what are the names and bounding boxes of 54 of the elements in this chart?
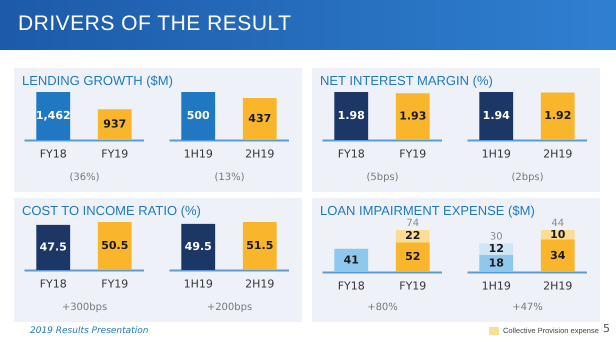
- data-label: 41: [344, 253, 359, 266]
- x-tick-label: 1H19: [184, 278, 213, 290]
- total-label: 74: [406, 218, 420, 229]
- text: (36%): [68, 172, 101, 183]
- data-label: 22: [405, 229, 420, 242]
- x-tick-label: FY18: [40, 278, 67, 290]
- text: +200bps: [206, 302, 254, 313]
- x-tick-label: 2H19: [543, 148, 572, 160]
- chart-title: LENDING GROWTH ($M): [22, 73, 173, 88]
- chart-title: NET INTEREST MARGIN (%): [320, 73, 493, 88]
- x-tick-label: 1H19: [184, 148, 213, 160]
- text: (5bps): [365, 172, 400, 183]
- data-label: 49.5: [184, 240, 212, 253]
- data-label: 1,462: [36, 109, 71, 122]
- chart-title: COST TO INCOME RATIO (%): [22, 203, 201, 218]
- data-label: 34: [550, 248, 566, 262]
- x-tick-label: FY19: [101, 278, 128, 290]
- total-label: 30: [490, 231, 503, 242]
- data-label: 12: [488, 242, 504, 256]
- x-tick-label: FY19: [399, 280, 426, 292]
- x-tick-label: FY19: [399, 148, 426, 160]
- text: (2bps): [510, 172, 545, 183]
- data-label: 52: [405, 250, 420, 264]
- data-label: 1.94: [482, 109, 510, 122]
- data-label: 18: [488, 256, 504, 270]
- x-tick-label: FY18: [338, 148, 365, 160]
- data-label: 1.93: [399, 110, 426, 123]
- x-tick-label: 1H19: [482, 280, 511, 292]
- text: 5: [603, 322, 610, 335]
- bar: [540, 240, 575, 272]
- data-label: 937: [103, 118, 126, 131]
- x-tick-label: FY18: [40, 148, 67, 160]
- data-label: 10: [550, 228, 566, 241]
- x-tick-label: FY18: [338, 280, 365, 292]
- data-label: 51.5: [246, 239, 274, 252]
- x-tick-label: 2H19: [543, 280, 572, 292]
- chart-title: LOAN IMPAIRMENT EXPENSE ($M): [320, 203, 535, 218]
- total-label: 44: [551, 218, 564, 229]
- text: (13%): [213, 172, 246, 183]
- data-label: 1.92: [544, 109, 572, 122]
- data-label: 437: [248, 112, 272, 126]
- x-tick-label: 2H19: [245, 278, 274, 290]
- x-tick-label: 2H19: [245, 148, 274, 160]
- text: 2019 Results Presentation: [30, 326, 148, 336]
- x-tick-label: 1H19: [482, 148, 511, 160]
- text: +300bps: [60, 302, 108, 313]
- x-tick-label: FY19: [101, 148, 128, 160]
- text: DRIVERS OF THE RESULT: [18, 12, 292, 36]
- data-label: 500: [186, 109, 210, 122]
- text: +80%: [366, 302, 399, 313]
- text: +47%: [511, 302, 544, 313]
- data-label: 50.5: [101, 239, 128, 252]
- data-label: 1.98: [338, 109, 365, 122]
- data-label: 47.5: [40, 240, 67, 254]
